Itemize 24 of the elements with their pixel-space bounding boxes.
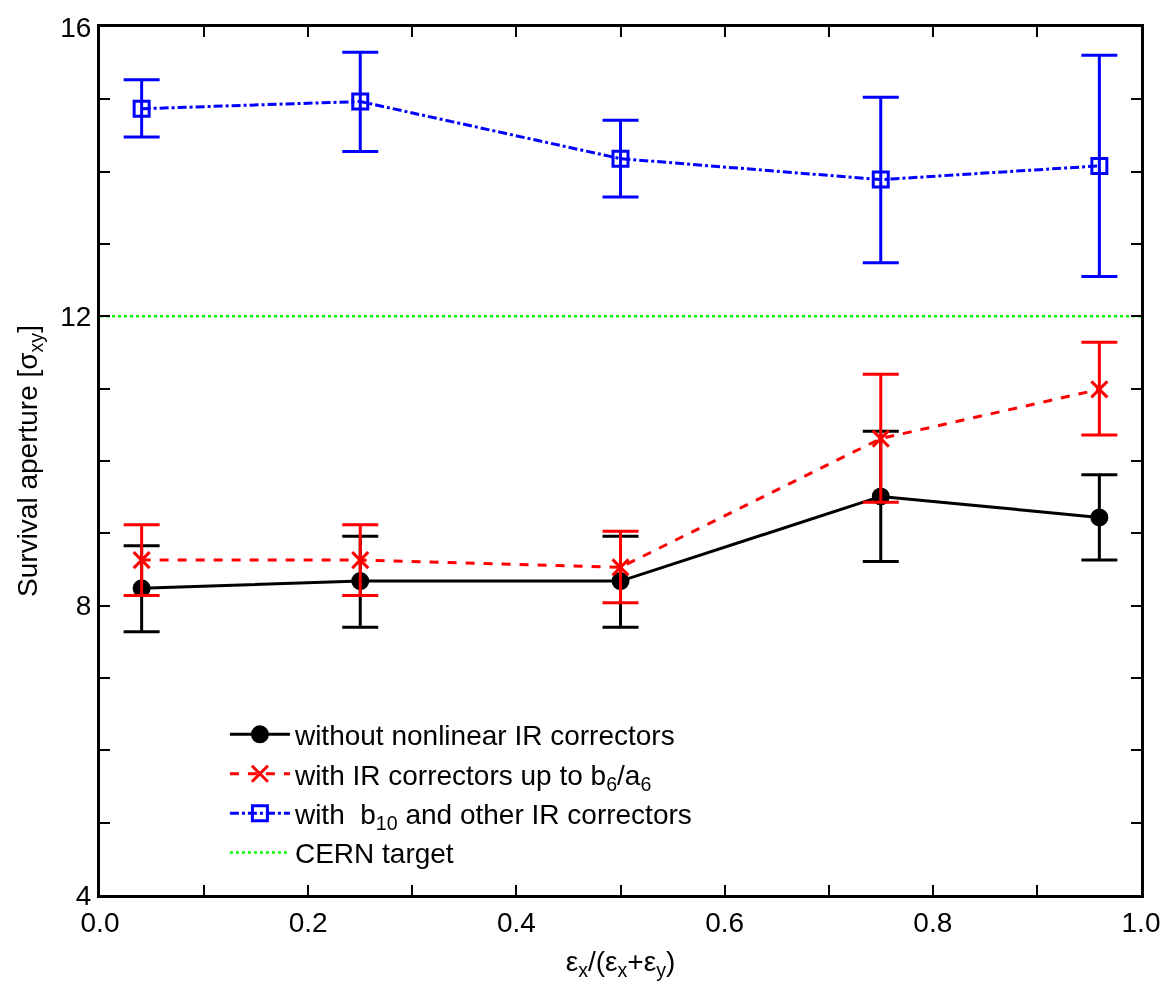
- point: [132, 99, 151, 118]
- legend-label: CERN target: [294, 838, 454, 870]
- point: [351, 92, 370, 111]
- x-tick-label: 0.8: [913, 906, 953, 938]
- x-tick-label: 0.4: [496, 906, 536, 938]
- point: [1089, 379, 1109, 399]
- x-tick-label: 1.0: [1121, 906, 1161, 938]
- point: [132, 550, 152, 570]
- y-tick-label: 12: [60, 301, 92, 333]
- point: [611, 557, 630, 577]
- y-tick-label: 16: [60, 11, 92, 43]
- y-tick-label: 8: [75, 590, 92, 622]
- x-tick-label: 0.2: [288, 906, 328, 938]
- point: [871, 429, 891, 449]
- x-axis-title: ε$_{x}$/(ε$_{x}$+ε$_{y}$): [565, 945, 676, 981]
- point: [611, 149, 630, 168]
- point: [1090, 508, 1109, 527]
- legend-label: without nonlinear IR correctors: [293, 720, 675, 752]
- x-tick-label: 0.6: [705, 906, 745, 938]
- point: [350, 550, 370, 570]
- legend-label: with IR correctors up to b$_{6}$/a$_{6}$: [293, 759, 652, 795]
- legend-label: with b$_{10}$ and other IR correctors: [293, 799, 692, 834]
- point: [871, 170, 890, 189]
- point: [1090, 156, 1109, 175]
